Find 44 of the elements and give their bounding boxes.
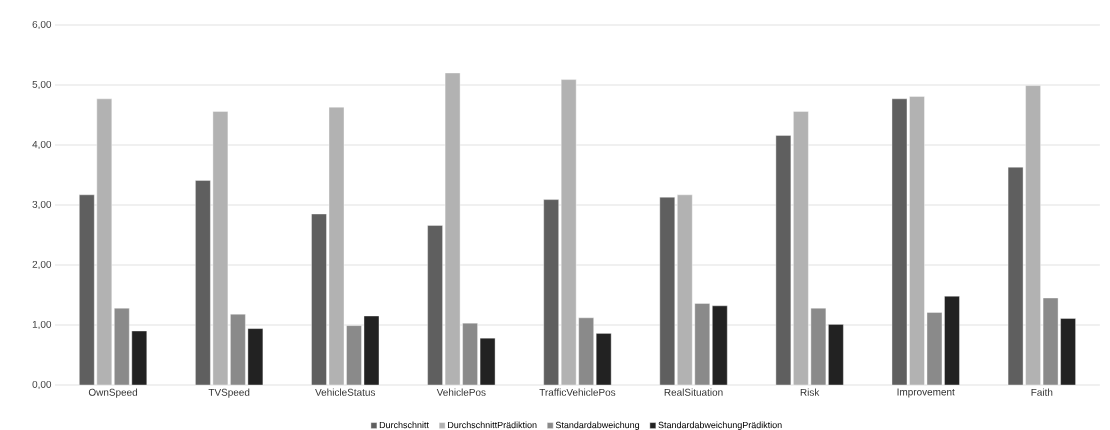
y-tick-label: 0,00	[32, 380, 52, 390]
bar	[131, 330, 147, 385]
bar	[346, 325, 362, 385]
bar	[96, 98, 112, 385]
y-tick-label: 5,00	[32, 80, 52, 90]
x-tick-label: Faith	[1031, 388, 1053, 396]
bar	[712, 305, 728, 385]
y-tick-label: 2,00	[32, 260, 52, 270]
x-tick-label: VehiclePos	[436, 388, 486, 396]
legend-label: StandardabweichungPrädiktion	[658, 421, 782, 430]
bar	[114, 308, 130, 385]
bar	[1060, 318, 1076, 385]
y-tick-label: 6,00	[32, 20, 52, 30]
bar	[694, 303, 710, 385]
y-tick-label: 3,00	[32, 200, 52, 210]
bar	[659, 197, 675, 385]
legend-label: Durchschnitt	[379, 421, 429, 429]
legend-label: Standardabweichung	[555, 421, 640, 430]
bar	[909, 96, 925, 385]
x-tick-label: Risk	[800, 388, 820, 396]
x-tick-label: TVSpeed	[208, 388, 250, 398]
bar	[79, 194, 95, 385]
bar	[944, 296, 960, 385]
x-tick-label: RealSituation	[664, 388, 723, 396]
bar	[462, 323, 478, 385]
bar	[230, 314, 246, 385]
bar	[677, 194, 693, 385]
bar	[1025, 85, 1041, 385]
bar	[311, 213, 327, 385]
bar	[578, 317, 594, 385]
x-tick-label: TrafficVehiclePos	[539, 388, 616, 396]
bar	[793, 111, 809, 385]
bar	[595, 333, 612, 385]
x-tick-label: Improvement	[897, 388, 955, 398]
bar	[560, 79, 577, 385]
y-tick-label: 1,00	[32, 320, 52, 330]
y-tick-label: 4,00	[32, 140, 52, 150]
bar	[828, 324, 844, 385]
bar	[543, 199, 559, 385]
bar	[427, 225, 443, 385]
bar	[195, 180, 211, 385]
legend-label: DurchschnittPrädiktion	[448, 421, 537, 429]
x-tick-label: VehicleStatus	[315, 388, 376, 396]
x-tick-label: OwnSpeed	[88, 388, 138, 398]
